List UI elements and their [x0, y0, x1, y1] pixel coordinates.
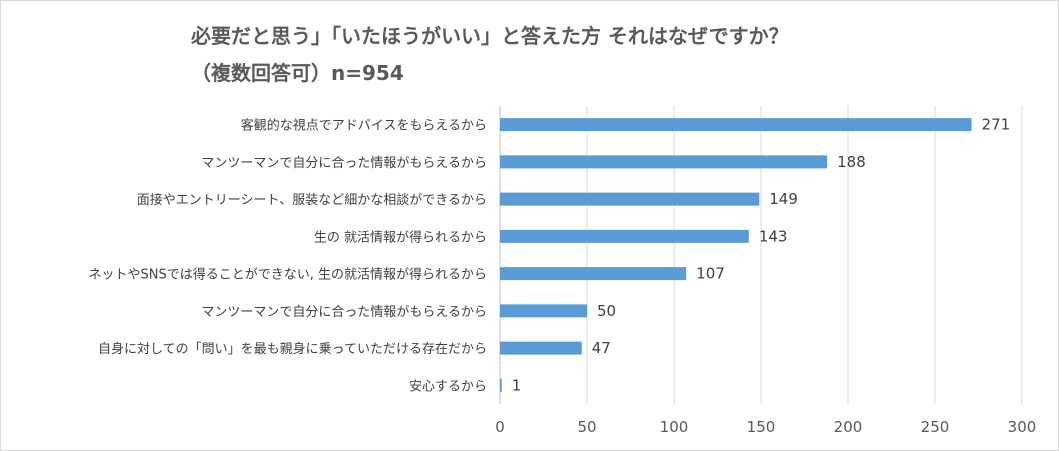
bar [500, 118, 972, 132]
category-label: 生の 就活情報が得られるから [314, 229, 487, 245]
chart-title-line-2: （複数回答可）n=954 [191, 61, 404, 85]
data-label: 47 [592, 339, 611, 357]
bar [500, 229, 749, 243]
category-label: 安心するから [409, 379, 487, 394]
data-label: 143 [759, 227, 788, 245]
bar [500, 192, 760, 206]
x-tick-label: 50 [577, 418, 596, 436]
data-label: 50 [597, 302, 616, 320]
category-label: 自身に対しての「問い」を最も親身に乗っていただける存在だから [98, 341, 487, 357]
x-tick-label: 100 [660, 418, 689, 436]
data-label: 1 [512, 376, 522, 394]
data-label: 149 [769, 190, 798, 208]
x-tick-label: 300 [1008, 418, 1037, 436]
category-label: マンツーマンで自分に合った情報がもらえるから [201, 156, 487, 171]
data-label: 188 [837, 153, 866, 171]
category-label: ネットやSNSでは得ることができない, 生の就活情報が得られるから [89, 267, 488, 283]
bar [500, 304, 587, 318]
category-label: 面接やエントリーシート、服装など細かな相談ができるから [137, 192, 487, 208]
bar [500, 155, 828, 169]
x-tick-label: 250 [921, 418, 950, 436]
data-label: 271 [982, 116, 1011, 134]
bar [500, 378, 502, 392]
category-label: 客観的な視点でアドバイスをもらえるから [241, 118, 487, 134]
x-tick-label: 0 [495, 418, 505, 436]
bar [500, 267, 687, 281]
chart-title-line-1: 必要だと思う」「いたほうがいい」と答えた方 それはなぜですか？ [191, 24, 789, 48]
bar [500, 341, 582, 355]
x-tick-label: 200 [834, 418, 863, 436]
category-label: マンツーマンで自分に合った情報がもらえるから [201, 305, 487, 320]
data-label: 107 [696, 265, 725, 283]
x-tick-label: 150 [747, 418, 776, 436]
